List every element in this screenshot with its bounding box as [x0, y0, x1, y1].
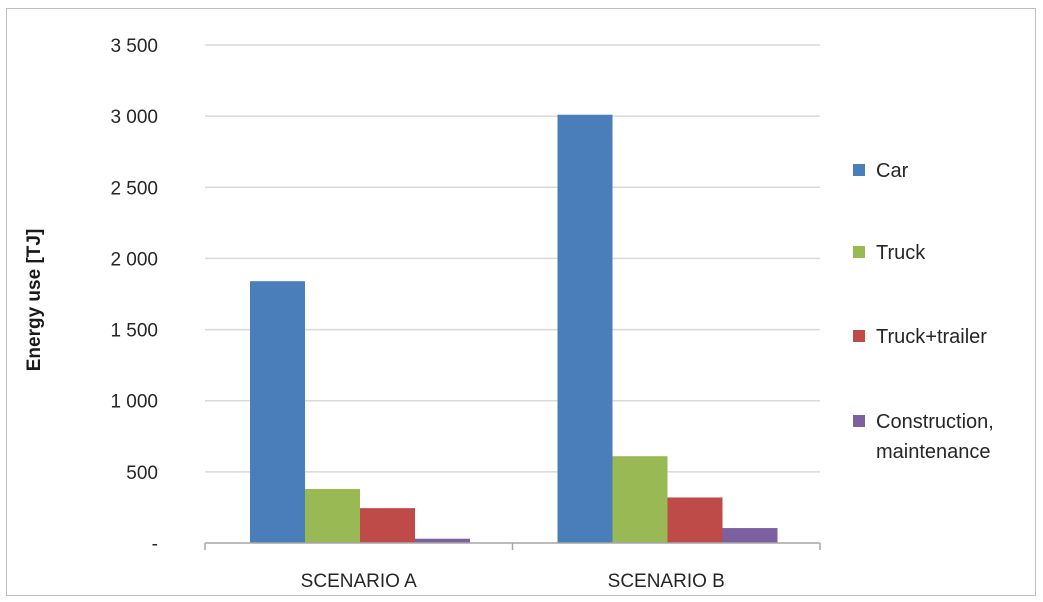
legend: Car Truck Truck+trailer Construction, mainte…: [853, 160, 994, 463]
bar: [305, 488, 360, 543]
legend-label: Truck+trailer: [876, 326, 987, 348]
x-category-label: SCENARIO B: [608, 571, 725, 592]
bar: [612, 456, 668, 543]
bars: [250, 114, 778, 543]
legend-label: Construction, maintenance: [876, 411, 994, 463]
y-tick-label: 1 000: [110, 392, 158, 413]
y-tick-label: 3 500: [110, 36, 158, 57]
y-tick-label: 1 500: [110, 321, 158, 342]
x-category-label: SCENARIO A: [301, 571, 417, 592]
gridlines: [205, 44, 820, 473]
legend-swatch: [853, 415, 865, 427]
y-tick-label: -: [152, 534, 158, 555]
y-tick-label: 3 000: [110, 107, 158, 128]
y-tick-label: 2 000: [110, 249, 158, 270]
bar: [667, 497, 723, 543]
axes: - 500 1 000 1 500 2 000 2 500 3 000 3 500 SCENAR…: [110, 36, 821, 592]
bar: [722, 528, 778, 543]
y-axis-title: Energy use [TJ]: [24, 229, 45, 372]
legend-label: Truck: [876, 242, 926, 264]
legend-swatch: [853, 246, 865, 258]
y-tick-label: 2 500: [110, 178, 158, 199]
chart-frame: [6, 8, 1036, 596]
y-tick-label: 500: [126, 463, 158, 484]
legend-swatch: [853, 330, 865, 342]
bar: [250, 281, 305, 543]
legend-label: Car: [876, 160, 909, 182]
bar: [415, 538, 470, 543]
bar: [360, 508, 415, 543]
bar: [557, 114, 613, 543]
legend-swatch: [853, 164, 865, 176]
